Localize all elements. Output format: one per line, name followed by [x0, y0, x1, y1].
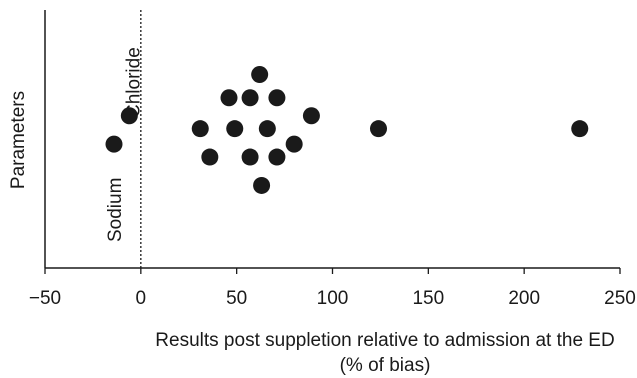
- data-point: [370, 120, 387, 137]
- data-point: [259, 120, 276, 137]
- x-tick-label: −50: [29, 288, 61, 309]
- x-tick-label: 250: [604, 288, 636, 309]
- data-point: [286, 136, 303, 153]
- data-point: [221, 89, 238, 106]
- data-point: [226, 120, 243, 137]
- data-point: [253, 177, 270, 194]
- annotation-sodium: Sodium: [105, 178, 126, 242]
- x-axis-title-line-1: Results post suppletion relative to admi…: [155, 330, 614, 351]
- data-point: [251, 66, 268, 83]
- x-ticks: −50 0 50 100 150 200 250: [29, 268, 636, 309]
- data-point: [268, 89, 285, 106]
- x-tick-label: 100: [317, 288, 349, 309]
- y-axis-title: Parameters: [8, 91, 29, 189]
- x-tick-label: 150: [412, 288, 444, 309]
- data-point: [242, 89, 259, 106]
- x-tick-label: 200: [508, 288, 540, 309]
- data-point: [192, 120, 209, 137]
- annotation-chloride: Chloride: [123, 47, 144, 118]
- x-axis-title-line-2: (% of bias): [340, 355, 431, 376]
- x-tick-label: 50: [226, 288, 247, 309]
- data-points: [106, 66, 589, 194]
- data-point: [303, 107, 320, 124]
- data-point: [242, 149, 259, 166]
- x-tick-label: 0: [136, 288, 147, 309]
- data-point: [106, 136, 123, 153]
- data-point: [201, 149, 218, 166]
- data-point: [571, 120, 588, 137]
- data-point: [268, 149, 285, 166]
